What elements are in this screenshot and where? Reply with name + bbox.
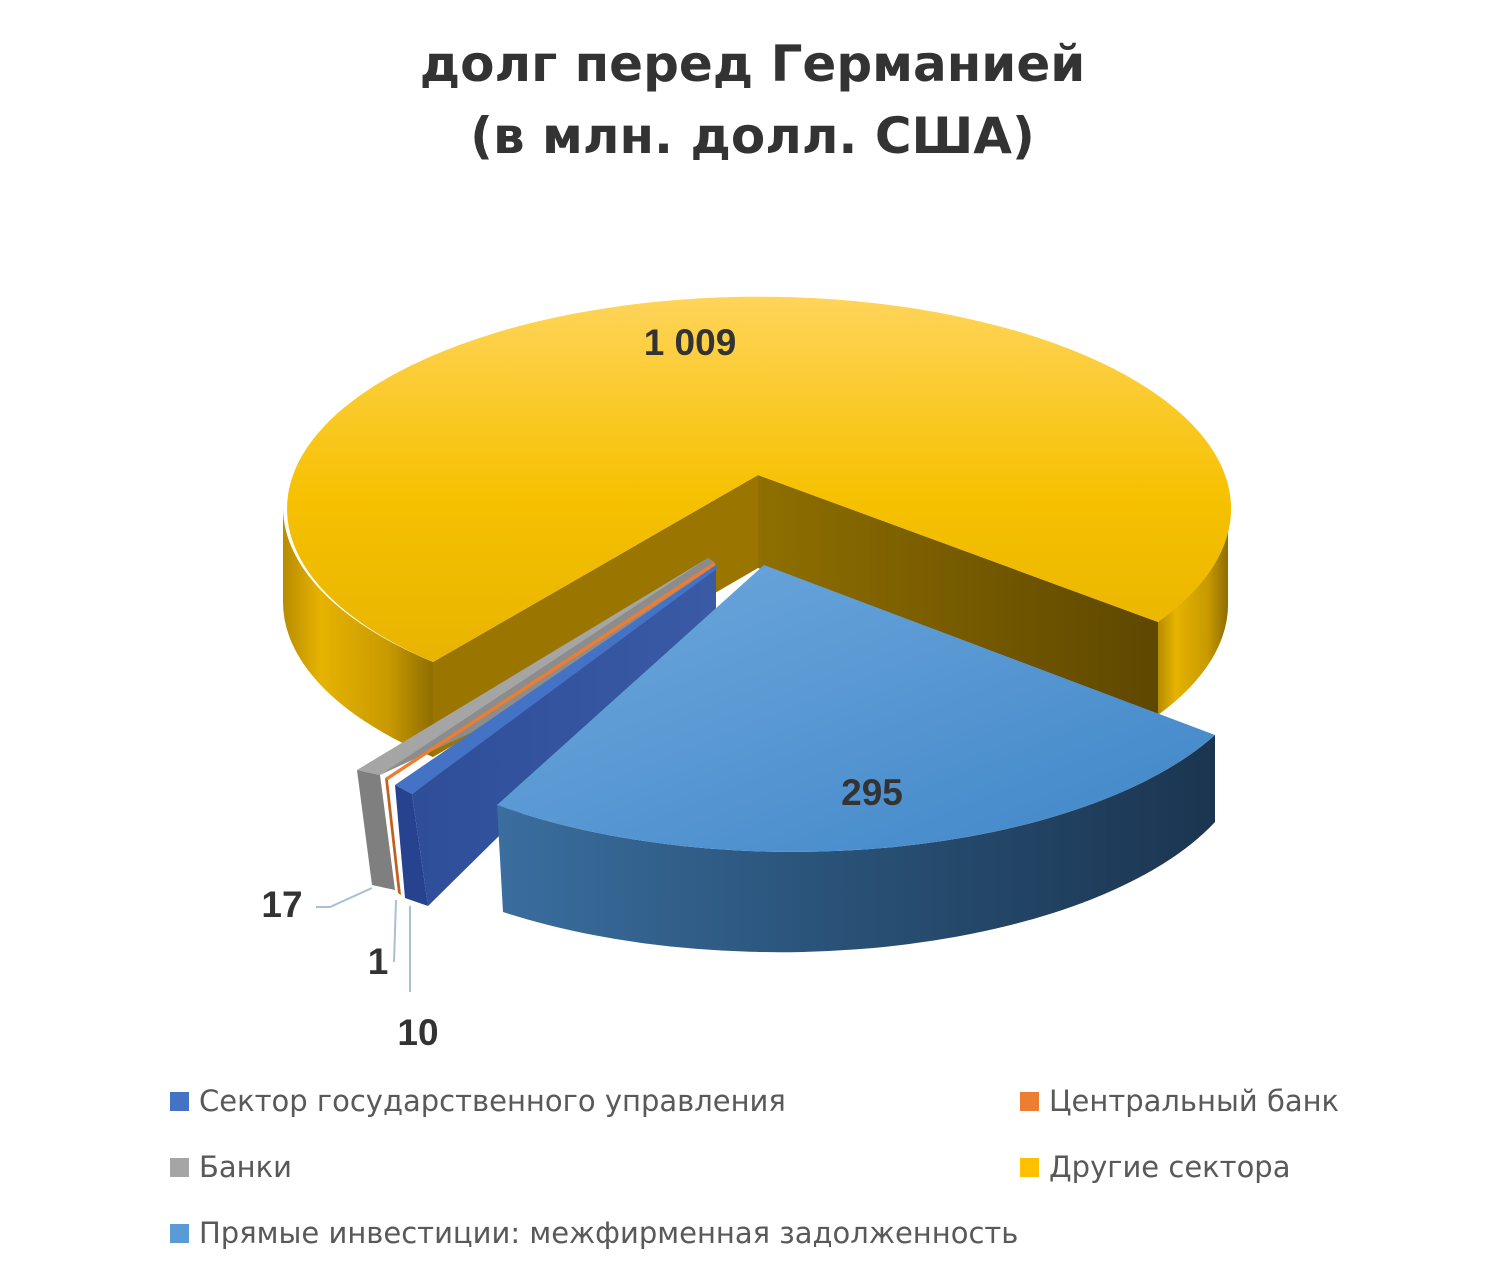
slice-banks-wall — [380, 558, 714, 775]
leader-line-banks — [316, 887, 373, 908]
legend-label-government-sector: Сектор государственного управления — [199, 1084, 786, 1118]
slice-government-sector — [395, 565, 718, 794]
slice-other-sectors-rim-right — [1158, 508, 1229, 715]
slice-other-sectors — [287, 296, 1232, 662]
leader-lines — [316, 887, 411, 992]
slice-other-sectors-wall-right — [758, 475, 1158, 715]
slice-direct-investment-rim — [497, 735, 1215, 953]
slice-central-bank — [385, 562, 716, 780]
slice-government-sector-wall — [412, 565, 716, 906]
slice-banks — [357, 558, 714, 775]
data-label-other-sectors: 1 009 — [644, 322, 737, 363]
legend-swatch-government-sector — [170, 1091, 189, 1111]
legend-label-central-bank: Центральный банк — [1049, 1084, 1340, 1118]
legend-item-government-sector: Сектор государственного управления — [170, 1080, 1020, 1122]
slice-other-sectors-rim — [282, 508, 433, 757]
legend-label-direct-investment: Прямые инвестиции: межфирменная задолжен… — [199, 1216, 1019, 1250]
legend-swatch-direct-investment — [170, 1223, 189, 1243]
chart-title-line-2: (в млн. долл. США) — [470, 107, 1035, 165]
slice-government-sector-side — [395, 785, 428, 906]
chart-title: долг перед Германией (в млн. долл. США) — [0, 28, 1505, 172]
data-label-banks: 17 — [261, 884, 302, 925]
slice-central-bank-side — [385, 778, 401, 895]
legend-swatch-central-bank — [1020, 1091, 1039, 1111]
data-label-government-sector: 10 — [397, 1012, 438, 1053]
legend-swatch-banks — [170, 1157, 189, 1177]
data-labels: 101 17 1 009 295 — [261, 322, 902, 1053]
chart-title-line-1: долг перед Германией — [419, 35, 1086, 93]
chart-legend: Сектор государственного управления Центр… — [170, 1080, 1420, 1254]
data-label-direct-investment: 295 — [841, 772, 903, 813]
legend-item-direct-investment: Прямые инвестиции: межфирменная задолжен… — [170, 1212, 1020, 1254]
data-label-central-bank: 1 — [368, 941, 389, 982]
slice-direct-investment — [497, 565, 1215, 852]
legend-label-banks: Банки — [199, 1150, 292, 1184]
legend-item-other-sectors: Другие сектора — [1020, 1146, 1420, 1188]
legend-label-other-sectors: Другие сектора — [1049, 1150, 1291, 1184]
leader-line-central-bank — [393, 899, 397, 963]
legend-item-banks: Банки — [170, 1146, 1020, 1188]
legend-swatch-other-sectors — [1020, 1157, 1039, 1177]
legend-item-central-bank: Центральный банк — [1020, 1080, 1420, 1122]
pie-slices — [282, 296, 1232, 953]
slice-banks-side — [357, 770, 395, 890]
